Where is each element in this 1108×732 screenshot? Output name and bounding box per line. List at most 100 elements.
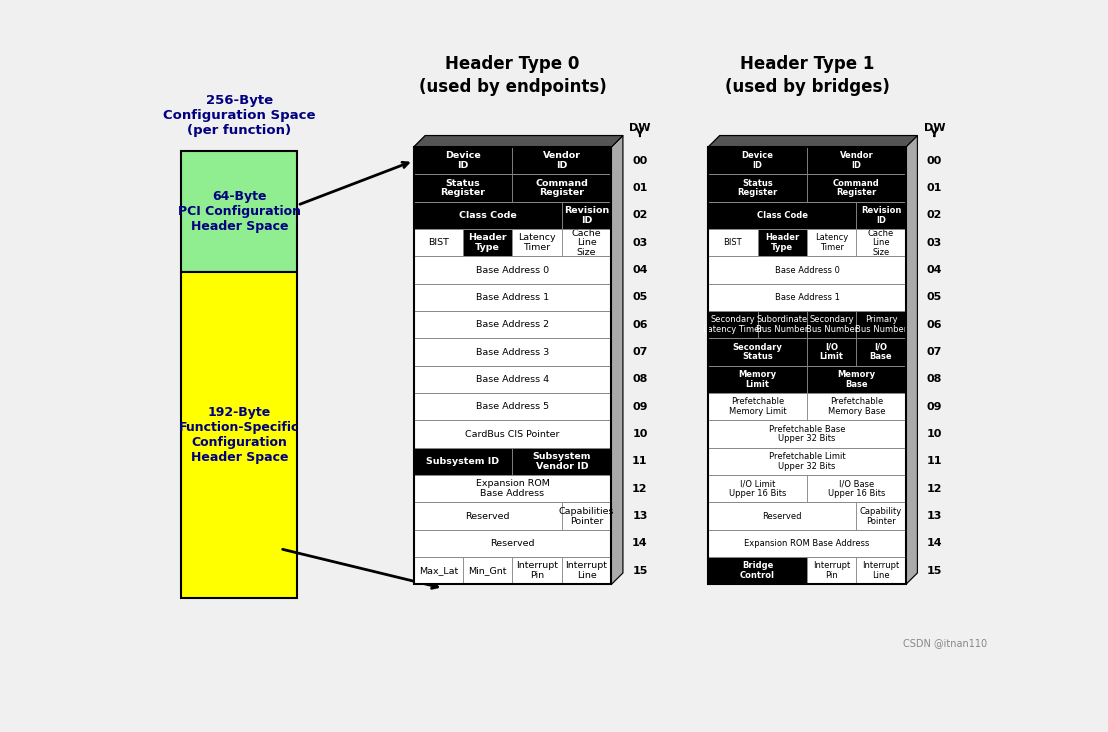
Text: Latency
Timer: Latency Timer [519, 234, 556, 252]
Text: Reserved: Reserved [762, 512, 802, 520]
Text: Header Type 0
(used by endpoints): Header Type 0 (used by endpoints) [419, 56, 606, 96]
Text: Vendor
ID: Vendor ID [543, 152, 581, 170]
Bar [807, 475, 905, 502]
Text: CSDN @itnan110: CSDN @itnan110 [903, 638, 987, 648]
Bar [708, 557, 807, 584]
Text: Revision
ID: Revision ID [861, 206, 901, 225]
Text: Subsystem
Vendor ID: Subsystem Vendor ID [533, 452, 591, 471]
Text: 192-Byte
Function-Specific
Configuration
Header Space: 192-Byte Function-Specific Configuration… [179, 406, 299, 463]
Bar [708, 420, 905, 448]
Polygon shape [413, 135, 623, 147]
Bar [512, 147, 612, 174]
Bar [708, 147, 905, 584]
Bar [807, 229, 856, 256]
Bar [562, 229, 612, 256]
Bar [512, 557, 562, 584]
Text: 15: 15 [633, 566, 647, 576]
Text: Bridge
Control: Bridge Control [740, 561, 774, 580]
Text: 07: 07 [633, 347, 647, 357]
Bar [413, 256, 612, 284]
Bar [856, 557, 905, 584]
Text: DW: DW [629, 122, 650, 132]
Bar [807, 366, 905, 393]
Text: Interrupt
Pin: Interrupt Pin [516, 561, 558, 580]
Bar [413, 530, 612, 557]
Bar [856, 311, 905, 338]
Text: 01: 01 [926, 183, 942, 193]
Text: 04: 04 [633, 265, 648, 275]
Text: Base Address 3: Base Address 3 [475, 348, 550, 356]
Text: 02: 02 [926, 211, 942, 220]
Text: 15: 15 [926, 566, 942, 576]
Bar [708, 311, 758, 338]
Bar [758, 229, 807, 256]
Bar [856, 338, 905, 366]
Text: Expansion ROM
Base Address: Expansion ROM Base Address [475, 479, 550, 498]
Bar [512, 448, 612, 475]
Bar [512, 174, 612, 202]
Bar [413, 174, 512, 202]
Bar [562, 202, 612, 229]
Text: Revision
ID: Revision ID [564, 206, 609, 225]
Text: Primary
Bus Number: Primary Bus Number [855, 315, 907, 334]
Bar [413, 557, 463, 584]
Text: Capabilities
Pointer: Capabilities Pointer [558, 507, 614, 526]
Text: Command
Register: Command Register [535, 179, 588, 198]
Text: I/O Limit
Upper 16 Bits: I/O Limit Upper 16 Bits [729, 479, 787, 498]
Text: I/O
Limit: I/O Limit [820, 343, 843, 362]
Text: 06: 06 [633, 320, 648, 330]
Text: Header
Type: Header Type [766, 234, 799, 252]
Bar [708, 448, 905, 475]
Polygon shape [905, 135, 917, 584]
Text: Class Code: Class Code [459, 211, 516, 220]
Bar [807, 393, 905, 420]
Text: Base Address 1: Base Address 1 [774, 293, 840, 302]
Text: 64-Byte
PCI Configuration
Header Space: 64-Byte PCI Configuration Header Space [177, 190, 300, 233]
Text: Base Address 1: Base Address 1 [475, 293, 548, 302]
Bar [413, 475, 612, 502]
Text: Memory
Base: Memory Base [838, 370, 875, 389]
Bar [562, 557, 612, 584]
Text: I/O Base
Upper 16 Bits: I/O Base Upper 16 Bits [828, 479, 885, 498]
Bar [413, 448, 512, 475]
Text: Subsystem ID: Subsystem ID [427, 457, 500, 466]
Bar [413, 147, 512, 174]
Text: 02: 02 [633, 211, 647, 220]
Text: 13: 13 [633, 511, 647, 521]
Text: Interrupt
Line: Interrupt Line [862, 561, 900, 580]
Text: Vendor
ID: Vendor ID [840, 152, 873, 170]
Text: 14: 14 [632, 539, 648, 548]
Bar [413, 311, 612, 338]
Text: Prefetchable Limit
Upper 32 Bits: Prefetchable Limit Upper 32 Bits [769, 452, 845, 471]
Bar [807, 147, 905, 174]
Text: Prefetchable Base
Upper 32 Bits: Prefetchable Base Upper 32 Bits [769, 425, 845, 444]
Bar [413, 147, 612, 584]
Text: Device
ID: Device ID [741, 152, 773, 170]
Bar [708, 284, 905, 311]
Text: Capability
Pointer: Capability Pointer [860, 507, 902, 526]
Bar [413, 229, 463, 256]
Text: 14: 14 [926, 539, 942, 548]
Text: 09: 09 [633, 402, 648, 412]
Text: BIST: BIST [724, 239, 742, 247]
Bar [413, 366, 612, 393]
Bar [758, 311, 807, 338]
Bar [463, 229, 512, 256]
Bar [413, 502, 562, 530]
Text: Reserved: Reserved [490, 539, 535, 548]
Text: 11: 11 [926, 457, 942, 466]
Text: Header
Type: Header Type [469, 234, 507, 252]
Bar [807, 311, 856, 338]
Bar [562, 502, 612, 530]
Text: 256-Byte
Configuration Space
(per function): 256-Byte Configuration Space (per functi… [163, 94, 316, 137]
Bar [463, 557, 512, 584]
Text: Base Address 2: Base Address 2 [475, 321, 548, 329]
Bar [708, 530, 905, 557]
Text: Cache
Line
Size: Cache Line Size [572, 228, 602, 257]
Bar [807, 338, 856, 366]
Bar [708, 502, 856, 530]
Bar [708, 174, 807, 202]
Bar [413, 338, 612, 366]
Text: Prefetchable
Memory Limit: Prefetchable Memory Limit [729, 397, 787, 417]
Text: Min_Gnt: Min_Gnt [469, 567, 507, 575]
